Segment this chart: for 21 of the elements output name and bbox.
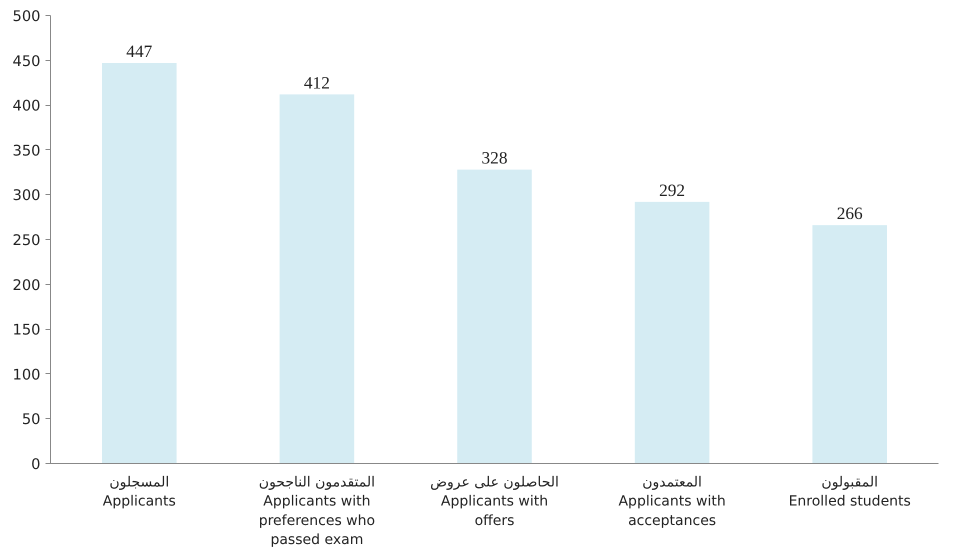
y-tick-label: 100 xyxy=(12,366,41,384)
y-tick-label: 400 xyxy=(12,98,41,115)
bar xyxy=(634,202,710,464)
y-tick-label: 200 xyxy=(12,276,41,294)
bar xyxy=(457,170,532,464)
data-label: 412 xyxy=(304,73,330,92)
data-label: 292 xyxy=(659,180,686,200)
data-label: 328 xyxy=(482,148,508,168)
bar xyxy=(102,62,177,464)
y-tick-label: 150 xyxy=(12,322,41,339)
y-tick-label: 350 xyxy=(12,142,41,160)
y-tick-label: 500 xyxy=(12,8,41,25)
y-tick-label: 250 xyxy=(12,232,41,249)
y-tick-label: 300 xyxy=(12,187,41,204)
data-label: 447 xyxy=(126,42,153,61)
y-tick-label: 0 xyxy=(31,456,41,473)
data-label: 266 xyxy=(836,204,864,224)
y-tick-label: 450 xyxy=(12,52,41,70)
bar xyxy=(812,225,887,464)
y-tick-label: 50 xyxy=(22,411,41,428)
bar xyxy=(280,94,354,464)
